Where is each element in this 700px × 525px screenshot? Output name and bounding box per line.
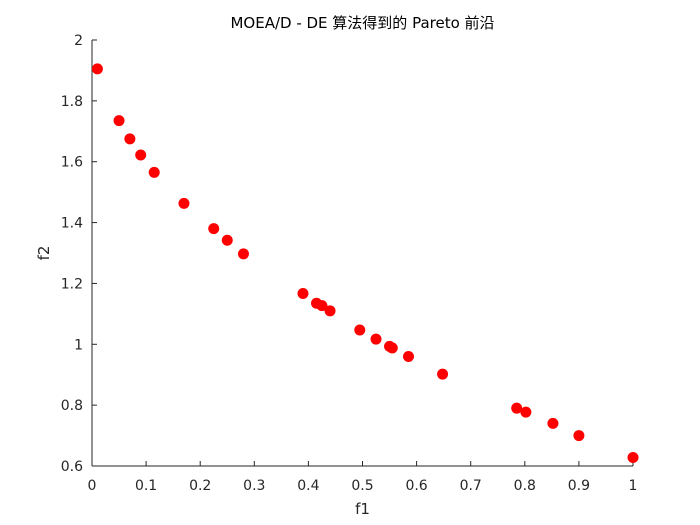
- data-point: [437, 368, 449, 380]
- y-tick-label: 0.8: [61, 398, 83, 414]
- x-tick-label: 0.4: [297, 478, 319, 494]
- y-axis-label: f2: [35, 246, 53, 261]
- data-point: [148, 166, 160, 178]
- data-point: [135, 149, 147, 161]
- data-point: [91, 63, 103, 75]
- x-tick-label: 0.3: [243, 478, 265, 494]
- data-point: [208, 223, 220, 235]
- data-point: [386, 342, 398, 354]
- data-point: [354, 324, 366, 336]
- x-axis-label: f1: [355, 500, 370, 518]
- y-tick-label: 1.2: [61, 276, 83, 292]
- data-point: [511, 402, 523, 414]
- data-point: [124, 133, 136, 145]
- data-points: [91, 63, 639, 463]
- data-point: [627, 451, 639, 463]
- data-point: [573, 430, 585, 442]
- y-tick-label: 1.8: [61, 94, 83, 110]
- y-tick-label: 2: [74, 33, 83, 49]
- data-point: [237, 248, 249, 260]
- x-tick-label: 0.5: [351, 478, 373, 494]
- data-point: [370, 333, 382, 345]
- y-tick-label: 1.4: [61, 216, 83, 232]
- data-point: [402, 350, 414, 362]
- x-tick-label: 0.8: [514, 478, 536, 494]
- chart-title: MOEA/D - DE 算法得到的 Pareto 前沿: [230, 14, 494, 32]
- axes: 0 0.1 0.2 0.3 0.4 0.5 0.6 0.7 0.8 0.9 1 0.6 0.8 1 1.2 1…: [61, 33, 638, 494]
- x-tick-label: 0.7: [460, 478, 482, 494]
- data-point: [547, 417, 559, 429]
- data-point: [316, 300, 328, 312]
- x-tick-label: 0.6: [405, 478, 427, 494]
- y-tick-label: 1: [74, 337, 83, 353]
- data-point: [221, 234, 233, 246]
- x-tick-label: 0.9: [568, 478, 590, 494]
- y-tick-label: 0.6: [61, 459, 83, 475]
- data-point: [324, 305, 336, 317]
- y-tick-label: 1.6: [61, 155, 83, 171]
- x-tick-label: 1: [629, 478, 638, 494]
- data-point: [178, 197, 190, 209]
- data-point: [297, 287, 309, 299]
- x-tick-label: 0.1: [135, 478, 157, 494]
- x-tick-label: 0.2: [189, 478, 211, 494]
- x-tick-label: 0: [88, 478, 97, 494]
- data-point: [520, 406, 532, 418]
- data-point: [113, 115, 125, 127]
